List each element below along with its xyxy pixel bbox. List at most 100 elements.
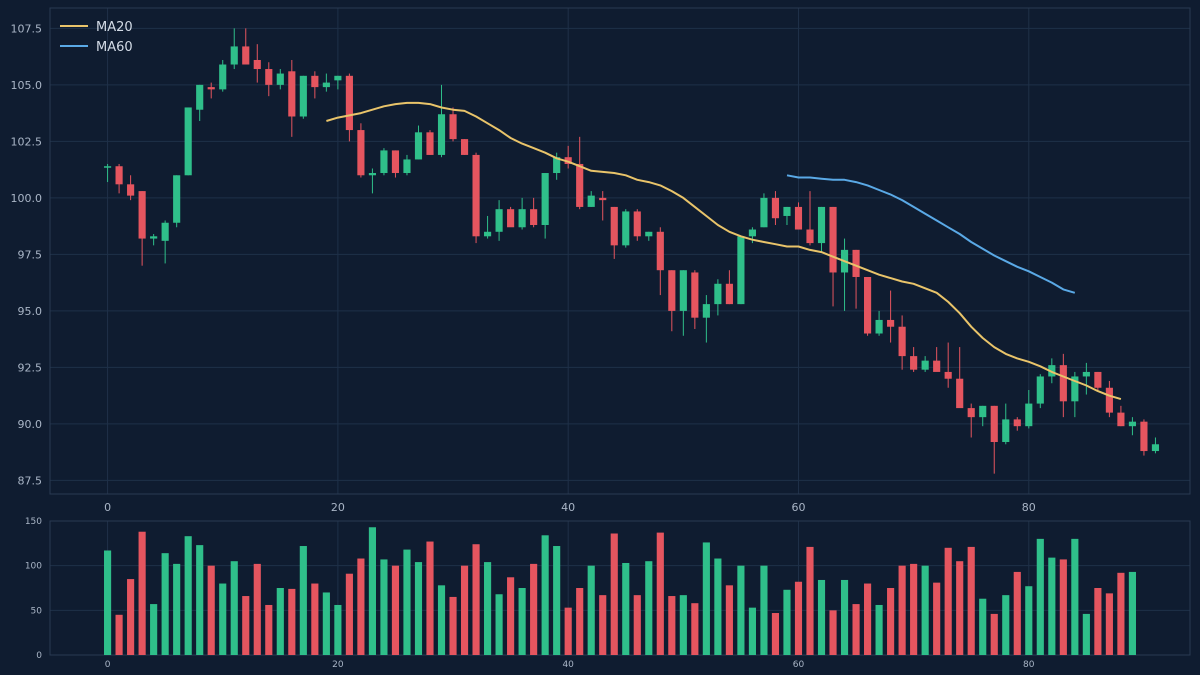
candle-body-down bbox=[771, 197, 780, 219]
volume-bar bbox=[449, 596, 457, 655]
candle-body-up bbox=[495, 209, 503, 232]
candle-body-up bbox=[276, 73, 284, 85]
candle-body-down bbox=[1117, 412, 1125, 427]
volume-y-tick-label: 150 bbox=[25, 517, 42, 527]
legend: MA20 MA60 bbox=[60, 20, 133, 55]
volume-bar bbox=[127, 579, 135, 655]
volume-bar bbox=[1048, 557, 1056, 655]
volume-bar bbox=[334, 604, 342, 655]
candle-body-up bbox=[587, 195, 595, 207]
volume-x-tick-label: 80 bbox=[1023, 660, 1035, 670]
volume-bar bbox=[115, 614, 123, 655]
volume-bar bbox=[979, 598, 987, 655]
volume-bar bbox=[921, 565, 929, 655]
legend-label-ma60: MA60 bbox=[96, 40, 133, 55]
volume-bar bbox=[645, 561, 653, 655]
price-panel: 87.5 90.0 92.5 95.0 97.5 100.0 102.5 105.0 107.5… bbox=[11, 7, 1191, 514]
candle-body-down bbox=[576, 163, 584, 207]
volume-bar bbox=[1002, 595, 1010, 655]
volume-bar bbox=[484, 562, 492, 655]
candle-body-down bbox=[288, 71, 296, 117]
candle-body-down bbox=[1094, 371, 1102, 388]
candle-body-up bbox=[1071, 376, 1079, 402]
volume-bar bbox=[242, 596, 250, 655]
series-line-ma20 bbox=[326, 101, 1122, 401]
candle-body-up bbox=[1002, 419, 1010, 443]
volume-x-tick-label: 60 bbox=[793, 660, 805, 670]
candle-body-up bbox=[737, 236, 745, 305]
volume-bar bbox=[138, 531, 146, 655]
candle-body-down bbox=[311, 75, 319, 88]
candle-body-up bbox=[760, 197, 768, 228]
candle-body-up bbox=[414, 132, 423, 160]
price-y-tick-label: 100.0 bbox=[11, 192, 43, 205]
candle-body-up bbox=[1151, 444, 1160, 452]
volume-bar bbox=[276, 588, 284, 655]
volume-bar bbox=[806, 546, 814, 655]
volume-bar bbox=[1036, 538, 1044, 655]
candle-body-down bbox=[806, 229, 814, 244]
volume-bar bbox=[714, 558, 722, 655]
candle-body-up bbox=[196, 84, 204, 110]
candle-body-down bbox=[933, 360, 941, 372]
volume-bar bbox=[829, 610, 837, 655]
volume-bar bbox=[1013, 571, 1021, 655]
candle-body-down bbox=[507, 209, 515, 228]
volume-bar bbox=[748, 607, 756, 655]
volume-bar bbox=[380, 559, 388, 655]
candle-body-up bbox=[1025, 403, 1033, 427]
candle-body-up bbox=[622, 211, 630, 246]
candle-body-up bbox=[679, 270, 687, 311]
volume-bar bbox=[771, 613, 780, 655]
candle-body-down bbox=[345, 75, 353, 131]
volume-bar bbox=[437, 585, 446, 655]
candle-body-down bbox=[599, 197, 607, 201]
candle-body-up bbox=[714, 283, 722, 305]
candle-body-down bbox=[864, 276, 872, 334]
candle-body-down bbox=[1140, 421, 1148, 452]
volume-bar bbox=[737, 565, 745, 655]
volume-bar bbox=[161, 553, 169, 655]
volume-bar bbox=[311, 583, 319, 655]
volume-bar bbox=[898, 565, 906, 655]
candle-body-up bbox=[150, 236, 158, 239]
volume-bar bbox=[587, 565, 595, 655]
volume-bar bbox=[622, 562, 630, 655]
volume-y-tick-label: 0 bbox=[36, 651, 42, 661]
volume-bar bbox=[196, 545, 204, 655]
candle-body-up bbox=[875, 319, 883, 334]
volume-bar bbox=[967, 546, 975, 655]
volume-bar bbox=[391, 565, 400, 655]
candle-body-up bbox=[702, 304, 710, 318]
candle-body-down bbox=[472, 154, 480, 237]
price-x-tick-label: 40 bbox=[561, 501, 575, 514]
volume-bar bbox=[495, 594, 503, 655]
candle-body-down bbox=[691, 272, 699, 318]
candle-body-down bbox=[265, 69, 273, 85]
volume-bar bbox=[1071, 538, 1079, 655]
volume-x-tick-label: 40 bbox=[562, 660, 574, 670]
candle-body-up bbox=[979, 405, 987, 418]
candle-body-up bbox=[1128, 421, 1136, 427]
volume-bar bbox=[230, 561, 238, 655]
volume-bar bbox=[414, 562, 423, 655]
volume-bar bbox=[817, 579, 826, 655]
candle-body-up bbox=[104, 166, 112, 168]
volume-bar bbox=[990, 613, 998, 655]
candle-body-up bbox=[368, 173, 376, 176]
price-y-tick-label: 105.0 bbox=[11, 79, 43, 92]
candle-body-down bbox=[460, 139, 469, 155]
candle-body-down bbox=[610, 206, 618, 246]
volume-bar bbox=[368, 527, 376, 655]
candle-body-down bbox=[887, 319, 895, 327]
volume-bar bbox=[887, 588, 895, 655]
volume-y-tick-label: 50 bbox=[31, 606, 43, 616]
candle-body-down bbox=[138, 191, 146, 239]
volume-bar bbox=[691, 603, 699, 655]
candle-body-down bbox=[115, 166, 123, 185]
volume-bar bbox=[875, 604, 883, 655]
candle-body-down bbox=[990, 405, 998, 443]
candle-body-down bbox=[530, 209, 538, 226]
volume-bar bbox=[322, 592, 330, 655]
